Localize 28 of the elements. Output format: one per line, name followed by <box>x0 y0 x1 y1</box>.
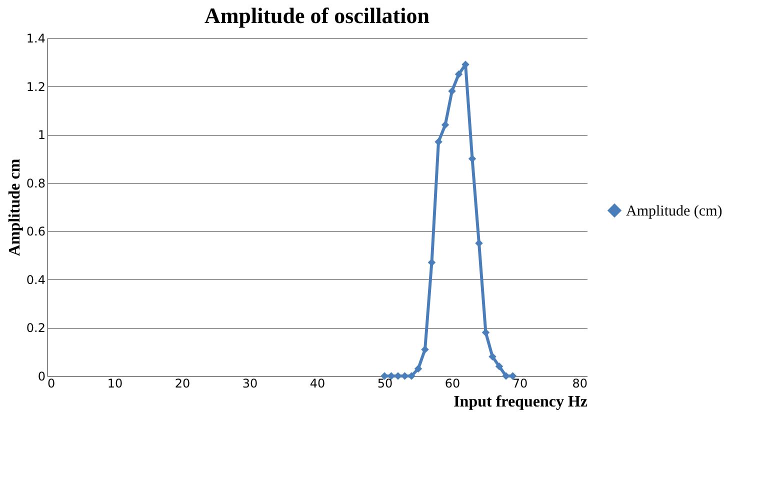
x-tick-label: 50 <box>377 376 393 390</box>
point <box>421 346 429 354</box>
point <box>482 328 490 336</box>
point <box>495 362 504 370</box>
x-tick-label: 80 <box>572 376 588 390</box>
point <box>454 70 463 78</box>
x-tick-label: 10 <box>107 376 123 390</box>
x-tick-label: 60 <box>444 376 460 390</box>
y-axis-title: Amplitude cm <box>6 158 24 256</box>
y-tick-label: 1.4 <box>26 32 46 46</box>
x-tick-label: 20 <box>174 376 190 390</box>
legend-label: Amplitude (cm) <box>626 204 722 220</box>
point <box>488 352 496 361</box>
point <box>448 87 456 95</box>
point <box>441 121 450 129</box>
y-tick-label: 0.8 <box>26 176 46 190</box>
x-tick-label: 40 <box>310 376 326 390</box>
y-tick-label: 1 <box>38 128 46 142</box>
y-tick-label: 0.6 <box>26 224 46 239</box>
y-tick-label: 1.2 <box>26 80 46 94</box>
x-tick-label: 30 <box>242 376 258 390</box>
x-tick-label: 0 <box>48 376 56 390</box>
point <box>414 364 422 373</box>
x-axis-title: Input frequency Hz <box>454 394 588 410</box>
y-tick-label: 0.2 <box>26 321 46 336</box>
y-tick-label: 0.4 <box>26 272 46 287</box>
x-tick-label: 70 <box>512 376 528 390</box>
chart-title: Amplitude of oscillation <box>204 3 430 28</box>
